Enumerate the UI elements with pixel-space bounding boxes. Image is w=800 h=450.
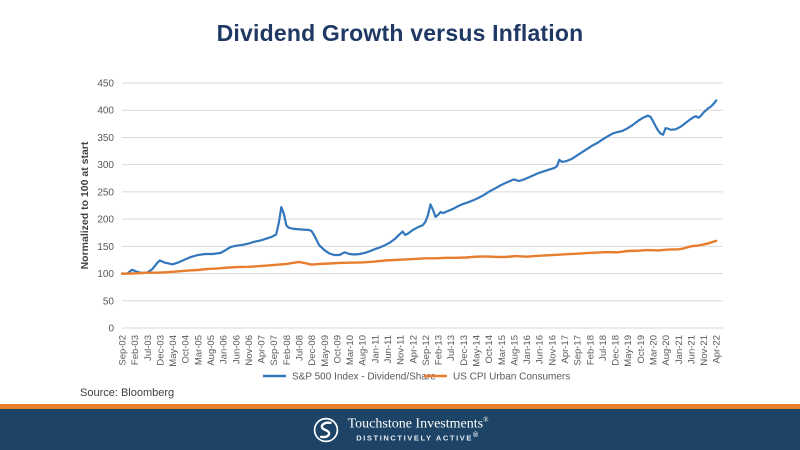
sp500-series-line	[120, 99, 718, 275]
y-tick-label: 350	[97, 133, 114, 144]
legend-label: US CPI Urban Consumers	[453, 372, 570, 383]
x-tick-label: Dec-08	[307, 335, 318, 366]
tagline-reg-mark: ®	[472, 432, 480, 440]
x-tick-label: May-04	[168, 335, 179, 367]
x-tick-label: Apr-22	[712, 335, 723, 364]
brand-reg-mark: ®	[483, 415, 489, 424]
x-tick-label: Nov-06	[244, 335, 255, 366]
source-note: Source: Bloomberg	[80, 387, 175, 399]
x-tick-label: Aug-10	[358, 335, 369, 366]
x-axis-tick-labels: Sep-02 Feb-03 Jul-03 Dec-03 May-04 Oct-04 Mar-…	[118, 335, 723, 367]
x-tick-label: Mar-20	[648, 335, 659, 365]
x-tick-label: Apr-12	[408, 335, 419, 364]
x-tick-label: Jul-18	[598, 335, 609, 361]
y-tick-label: 300	[97, 160, 114, 171]
x-tick-label: Sep-02	[118, 335, 129, 366]
x-tick-label: Nov-16	[547, 335, 558, 366]
x-tick-label: Aug-05	[206, 335, 217, 366]
x-tick-label: Nov-11	[396, 335, 407, 365]
x-tick-label: May-14	[471, 335, 482, 367]
x-tick-label: Sep-12	[421, 335, 432, 366]
x-tick-label: Feb-08	[282, 335, 293, 365]
legend-item-sp500: S&P 500 Index - Dividend/Share	[263, 372, 436, 383]
x-tick-label: Mar-05	[193, 335, 204, 365]
x-tick-label: Oct-09	[332, 335, 343, 364]
y-tick-label: 150	[97, 242, 114, 253]
x-tick-label: Nov-21	[699, 335, 710, 366]
brand-name-text: Touchstone Investments	[347, 416, 484, 432]
x-tick-label: Dec-13	[459, 335, 470, 366]
y-tick-label: 200	[97, 215, 114, 226]
x-tick-label: Apr-17	[560, 335, 571, 364]
x-tick-label: Feb-18	[585, 335, 596, 365]
legend-item-cpi: US CPI Urban Consumers	[424, 372, 570, 383]
x-tick-label: Jul-13	[446, 335, 457, 361]
brand-tagline-text: DISTINCTIVELY ACTIVE	[356, 433, 473, 443]
x-tick-label: Jun-21	[686, 335, 697, 364]
chart-legend: S&P 500 Index - Dividend/Share US CPI Urb…	[263, 372, 570, 383]
gridlines	[122, 82, 723, 329]
x-tick-label: Sep-07	[269, 335, 280, 366]
legend-label: S&P 500 Index - Dividend/Share	[292, 372, 436, 383]
x-tick-label: Jan-06	[219, 335, 230, 364]
x-tick-label: Oct-04	[181, 335, 192, 364]
x-tick-label: May-19	[623, 335, 634, 367]
brand-tagline: DISTINCTIVELY ACTIVE®	[356, 432, 480, 443]
x-tick-label: Apr-07	[257, 335, 268, 364]
x-tick-label: Dec-18	[611, 335, 622, 366]
y-tick-label: 450	[97, 79, 114, 90]
x-tick-label: May-09	[320, 335, 331, 367]
brand-text: Touchstone Investments® DISTINCTIVELY AC…	[348, 416, 489, 444]
x-tick-label: Aug-15	[509, 335, 520, 366]
brand-lockup: Touchstone Investments® DISTINCTIVELY AC…	[312, 416, 489, 444]
x-tick-label: Jun-11	[383, 335, 394, 363]
x-tick-label: Oct-19	[636, 335, 647, 364]
touchstone-logo-icon	[313, 417, 338, 442]
y-tick-label: 0	[108, 324, 114, 335]
x-tick-label: Jul-03	[143, 335, 154, 361]
cpi-series-line	[120, 239, 718, 275]
y-axis-title: Normalized to 100 at start	[79, 141, 91, 269]
x-tick-label: Dec-03	[155, 335, 166, 366]
x-tick-label: Jul-08	[294, 335, 305, 361]
footer-bar: Touchstone Investments® DISTINCTIVELY AC…	[0, 409, 800, 450]
y-tick-label: 100	[97, 269, 114, 280]
y-axis-tick-labels: 0 50 100 150 200 250 300 350 400 450	[97, 79, 114, 335]
x-tick-label: Aug-20	[661, 335, 672, 366]
x-tick-label: Sep-17	[573, 335, 584, 366]
y-tick-label: 400	[97, 106, 114, 117]
x-tick-label: Jun-06	[231, 335, 242, 364]
dividend-vs-inflation-line-chart: 0 50 100 150 200 250 300 350 400 450 Normalized to…	[79, 79, 723, 383]
orange-divider-bar	[0, 404, 800, 409]
x-tick-label: Jan-16	[522, 335, 533, 364]
x-tick-label: Mar-15	[497, 335, 508, 365]
x-tick-label: Jan-11	[370, 335, 381, 363]
x-tick-label: Jan-21	[674, 335, 685, 364]
y-tick-label: 50	[103, 296, 115, 307]
x-tick-label: Jun-16	[535, 335, 546, 364]
brand-name: Touchstone Investments®	[348, 416, 489, 433]
page-title: Dividend Growth versus Inflation	[216, 20, 584, 46]
x-tick-label: Mar-10	[345, 335, 356, 365]
x-tick-label: Oct-14	[484, 335, 495, 364]
x-tick-label: Feb-13	[434, 335, 445, 365]
x-tick-label: Feb-03	[130, 335, 141, 365]
y-tick-label: 250	[97, 187, 114, 198]
